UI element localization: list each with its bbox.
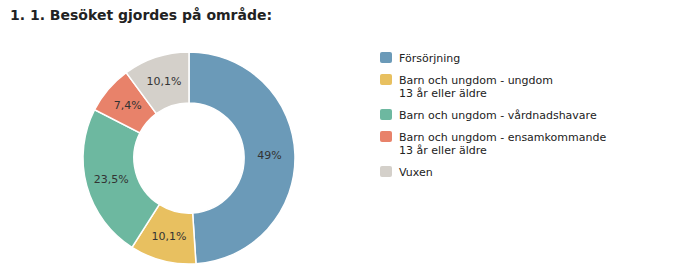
legend-label: Barn och ungdom - ungdom13 år eller äldr…: [399, 74, 553, 100]
title: 1. 1. Besöket gjordes på område:: [10, 7, 272, 23]
slices: [83, 52, 295, 264]
data-label: 10,1%: [152, 230, 187, 243]
legend-swatch: [380, 131, 392, 142]
chart-container: 1. 1. Besöket gjordes på område: 49% 10,1%…: [0, 0, 675, 278]
data-label: 49%: [257, 149, 281, 162]
legend-label: Vuxen: [399, 166, 433, 179]
legend-swatch: [380, 74, 392, 85]
legend: Försörjning Barn och ungdom - ungdom13 år…: [380, 52, 606, 179]
legend-swatch: [380, 166, 392, 177]
data-label: 7,4%: [114, 99, 142, 112]
legend-label: Barn och ungdom - ensamkommande13 år ell…: [399, 131, 606, 157]
data-labels: 49% 10,1% 23,5% 7,4% 10,1%: [94, 75, 282, 243]
data-label: 10,1%: [146, 75, 181, 88]
legend-swatch: [380, 52, 392, 63]
legend-label: Barn och ungdom - vårdnadshavare: [399, 109, 597, 122]
slice: [189, 52, 295, 264]
legend-label: Försörjning: [399, 52, 460, 65]
data-label: 23,5%: [94, 173, 129, 186]
slice: [83, 110, 159, 248]
chart: 1. 1. Besöket gjordes på område: 49% 10,1%…: [0, 0, 675, 278]
legend-swatch: [380, 109, 392, 120]
